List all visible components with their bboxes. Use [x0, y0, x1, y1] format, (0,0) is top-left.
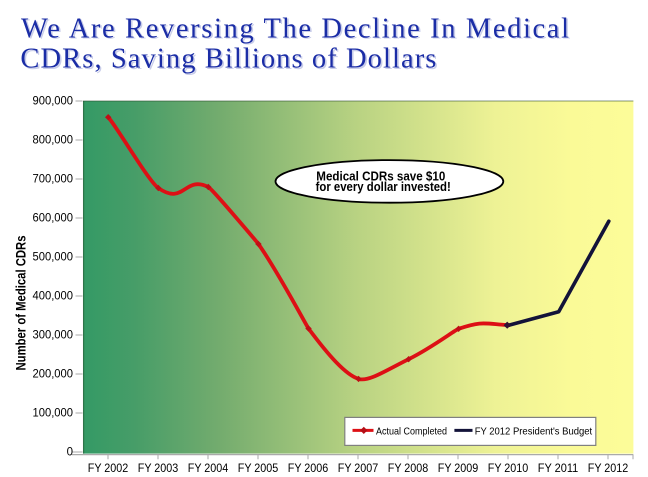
svg-text:600,000: 600,000 — [33, 213, 74, 225]
svg-text:400,000: 400,000 — [33, 291, 74, 303]
svg-text:Number of Medical CDRs: Number of Medical CDRs — [12, 236, 29, 371]
svg-text:0: 0 — [67, 447, 73, 459]
svg-text:FY 2004: FY 2004 — [188, 461, 229, 475]
svg-text:FY 2009: FY 2009 — [438, 461, 479, 475]
svg-text:for every dollar invested!: for every dollar invested! — [316, 179, 451, 194]
svg-text:100,000: 100,000 — [33, 408, 74, 420]
svg-text:FY 2008: FY 2008 — [388, 461, 429, 475]
svg-text:200,000: 200,000 — [33, 369, 74, 381]
svg-text:Medical CDRs save $10: Medical CDRs save $10 — [316, 169, 445, 184]
svg-text:FY 2002: FY 2002 — [88, 461, 129, 475]
svg-text:FY 2012: FY 2012 — [588, 461, 629, 475]
svg-text:CDRs, Saving Billions of Dolla: CDRs, Saving Billions of Dollars — [20, 44, 436, 75]
svg-text:FY 2011: FY 2011 — [538, 461, 579, 475]
svg-text:FY 2007: FY 2007 — [338, 461, 379, 475]
svg-text:FY 2010: FY 2010 — [488, 461, 529, 475]
svg-text:900,000: 900,000 — [33, 96, 74, 108]
svg-text:500,000: 500,000 — [33, 252, 74, 264]
svg-text:CDRs, Saving Billions of Dolla: CDRs, Saving Billions of Dollars — [22, 45, 438, 76]
svg-text:We Are Reversing The Decline I: We Are Reversing The Decline In Medical — [21, 13, 569, 44]
svg-text:Actual Completed: Actual Completed — [376, 426, 447, 438]
svg-text:FY 2005: FY 2005 — [238, 461, 279, 475]
svg-text:FY 2006: FY 2006 — [288, 461, 329, 475]
svg-text:700,000: 700,000 — [33, 174, 74, 186]
svg-text:800,000: 800,000 — [33, 135, 74, 147]
svg-text:We Are Reversing The Decline I: We Are Reversing The Decline In Medical — [23, 15, 571, 46]
svg-text:FY 2012 President's Budget: FY 2012 President's Budget — [475, 426, 593, 438]
svg-text:300,000: 300,000 — [33, 330, 74, 342]
svg-text:FY 2003: FY 2003 — [138, 461, 179, 475]
